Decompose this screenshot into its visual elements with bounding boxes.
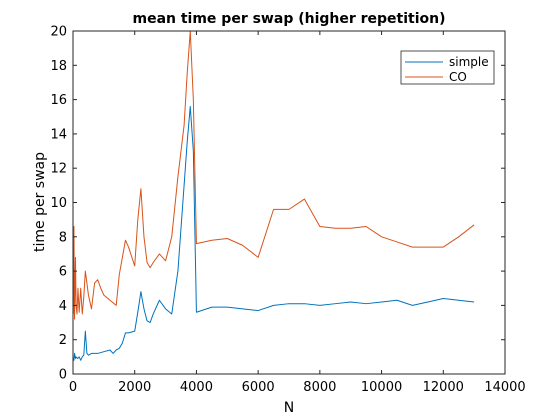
x-tick-label: 14000: [484, 380, 525, 395]
x-tick-label: 4000: [180, 380, 213, 395]
y-tick-label: 0: [59, 368, 67, 383]
y-tick-label: 8: [59, 230, 67, 245]
x-axis: 0 2000 4000 6000 8000 10000 12000 14000: [69, 31, 526, 395]
x-tick-label: 0: [69, 380, 77, 395]
y-tick-label: 4: [59, 299, 67, 314]
chart-title: mean time per swap (higher repetition): [132, 11, 445, 27]
legend-label-simple: simple: [449, 55, 489, 69]
y-tick-label: 14: [50, 127, 67, 142]
y-tick-label: 12: [50, 162, 67, 177]
y-axis: 0 2 4 6 8 10 12 14 16 18 20: [50, 25, 505, 383]
y-tick-label: 16: [50, 93, 67, 108]
y-axis-label: time per swap: [32, 152, 48, 252]
y-tick-label: 6: [59, 265, 67, 280]
y-tick-label: 2: [59, 333, 67, 348]
plot-area: 0 2000 4000 6000 8000 10000 12000 14000 0 2 4 6 8 10…: [50, 25, 525, 396]
x-tick-label: 6000: [242, 380, 275, 395]
series-layer: [73, 31, 475, 361]
series-line-co: [73, 31, 475, 320]
y-tick-label: 20: [50, 25, 67, 40]
x-tick-label: 2000: [118, 380, 151, 395]
x-tick-label: 8000: [303, 380, 336, 395]
legend-label-co: CO: [449, 70, 467, 84]
series-line-simple: [73, 105, 475, 361]
x-axis-label: N: [284, 400, 294, 416]
y-tick-label: 10: [50, 196, 67, 211]
axes-background: [73, 31, 505, 374]
y-tick-label: 18: [50, 59, 67, 74]
legend-box: [400, 50, 495, 85]
x-tick-label: 10000: [361, 380, 402, 395]
x-tick-label: 12000: [423, 380, 464, 395]
